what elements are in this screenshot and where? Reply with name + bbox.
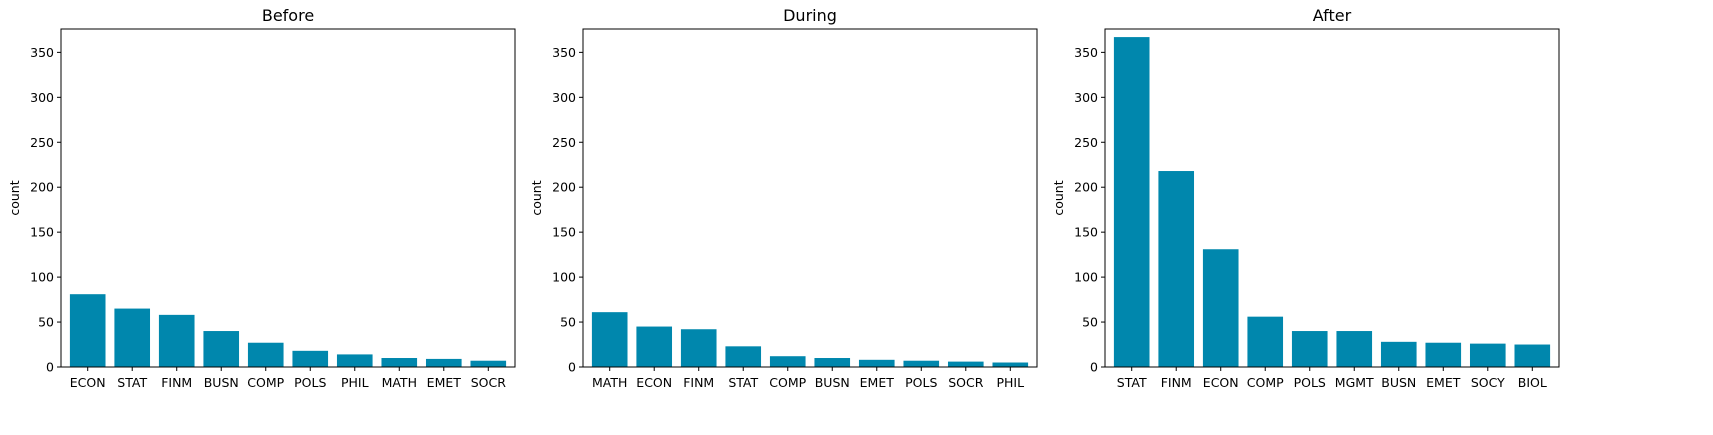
bar-econ	[1202, 249, 1239, 367]
x-tick-label: ECON	[636, 375, 672, 390]
x-tick-label: ECON	[1203, 375, 1239, 390]
bar-busn	[814, 358, 851, 367]
bar-socr	[470, 360, 507, 367]
y-axis-label: count	[7, 180, 22, 215]
chart-title: Before	[262, 6, 314, 25]
bar-econ	[69, 294, 106, 367]
y-tick-label: 150	[30, 225, 54, 240]
x-tick-label: SOCR	[948, 375, 984, 390]
bar-finm	[1158, 171, 1195, 367]
x-tick-label: STAT	[1117, 375, 1147, 390]
chart-title: After	[1313, 6, 1352, 25]
x-tick-label: STAT	[117, 375, 147, 390]
chart-title: During	[783, 6, 837, 25]
bar-comp	[247, 342, 284, 367]
x-tick-label: STAT	[728, 375, 758, 390]
y-tick-label: 300	[1074, 90, 1098, 105]
y-tick-label: 300	[30, 90, 54, 105]
x-tick-label: SOCY	[1471, 375, 1505, 390]
y-tick-label: 350	[1074, 45, 1098, 60]
y-tick-label: 50	[560, 315, 576, 330]
x-tick-label: POLS	[294, 375, 326, 390]
bar-phil	[336, 354, 373, 367]
bar-biol	[1514, 344, 1551, 367]
x-tick-label: FINM	[1161, 375, 1192, 390]
x-tick-label: BUSN	[815, 375, 850, 390]
bar-mgmt	[1336, 331, 1373, 367]
x-tick-label: FINM	[161, 375, 192, 390]
x-tick-label: SOCR	[471, 375, 507, 390]
y-tick-label: 0	[1090, 360, 1098, 375]
bar-emet	[858, 359, 895, 367]
bar-busn	[203, 331, 240, 367]
y-axis-label: count	[1051, 180, 1066, 215]
x-tick-label: ECON	[70, 375, 106, 390]
bar-econ	[636, 326, 673, 367]
x-tick-label: PHIL	[996, 375, 1024, 390]
y-tick-label: 250	[30, 135, 54, 150]
bar-emet	[425, 358, 462, 367]
bar-comp	[769, 356, 806, 367]
bar-emet	[1425, 342, 1462, 367]
x-tick-label: MATH	[382, 375, 417, 390]
x-tick-label: COMP	[769, 375, 806, 390]
x-tick-label: FINM	[683, 375, 714, 390]
y-axis-label: count	[529, 180, 544, 215]
x-tick-label: COMP	[247, 375, 284, 390]
plot-frame	[60, 28, 516, 368]
y-tick-label: 150	[1074, 225, 1098, 240]
x-tick-label: MGMT	[1335, 375, 1374, 390]
y-tick-label: 300	[552, 90, 576, 105]
bar-stat	[114, 308, 151, 367]
x-tick-label: EMET	[860, 375, 895, 390]
bar-pols	[903, 360, 940, 367]
y-tick-label: 200	[1074, 180, 1098, 195]
chart-panel-2: 0 50 100 150 200 250 300 350 MATH ECON FINM STAT COM…	[529, 6, 1038, 390]
bar-stat	[725, 346, 762, 367]
bar-finm	[680, 329, 717, 367]
bar-socr	[947, 361, 984, 367]
x-tick-label: BUSN	[1381, 375, 1416, 390]
x-tick-label: POLS	[1294, 375, 1326, 390]
x-tick-label: EMET	[427, 375, 462, 390]
x-tick-label: BUSN	[204, 375, 239, 390]
y-tick-label: 150	[552, 225, 576, 240]
y-tick-label: 50	[1082, 315, 1098, 330]
x-tick-label: EMET	[1426, 375, 1461, 390]
bar-finm	[158, 314, 195, 367]
bar-pols	[292, 350, 329, 367]
bar-math	[591, 312, 628, 367]
x-tick-label: COMP	[1247, 375, 1284, 390]
x-tick-label: BIOL	[1518, 375, 1547, 390]
chart-panel-1: 0 50 100 150 200 250 300 350 ECON STAT FINM BUSN COM…	[7, 6, 516, 390]
y-tick-label: 350	[30, 45, 54, 60]
y-tick-label: 350	[552, 45, 576, 60]
bar-phil	[992, 362, 1029, 367]
y-tick-label: 100	[1074, 270, 1098, 285]
plot-frame	[582, 28, 1038, 368]
y-tick-label: 100	[552, 270, 576, 285]
bar-busn	[1380, 341, 1417, 367]
y-tick-label: 0	[46, 360, 54, 375]
plot-frame	[1104, 28, 1560, 368]
y-tick-label: 100	[30, 270, 54, 285]
y-tick-label: 200	[552, 180, 576, 195]
bar-pols	[1291, 331, 1328, 367]
x-tick-label: POLS	[905, 375, 937, 390]
y-tick-label: 250	[552, 135, 576, 150]
bar-math	[381, 358, 418, 367]
bar-stat	[1113, 37, 1150, 368]
x-tick-label: PHIL	[341, 375, 369, 390]
y-tick-label: 50	[38, 315, 54, 330]
y-tick-label: 0	[568, 360, 576, 375]
bar-socy	[1469, 343, 1506, 367]
chart-panel-3: 0 50 100 150 200 250 300 350 STAT FINM ECON COMP POL…	[1051, 6, 1560, 390]
x-tick-label: MATH	[592, 375, 627, 390]
bar-comp	[1247, 316, 1284, 367]
y-tick-label: 200	[30, 180, 54, 195]
y-tick-label: 250	[1074, 135, 1098, 150]
